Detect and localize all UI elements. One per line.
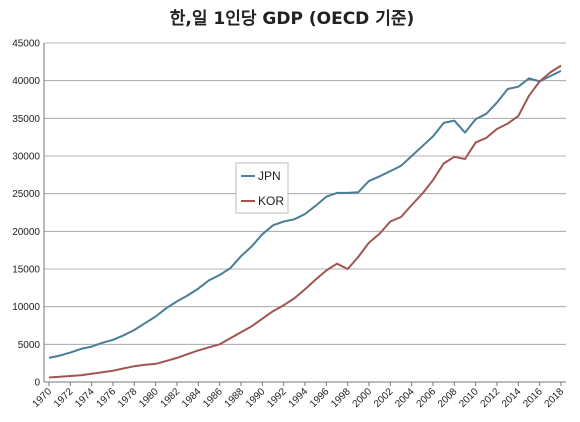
x-tick-label: 2010: [457, 386, 481, 410]
x-tick-label: 2008: [436, 386, 460, 410]
y-tick-label: 30000: [12, 152, 40, 163]
legend: JPN KOR: [235, 162, 289, 214]
x-tick-label: 1986: [201, 386, 225, 410]
y-tick-label: 15000: [12, 265, 40, 276]
y-tick-label: 0: [34, 378, 40, 389]
x-tick-label: 2000: [351, 386, 375, 410]
legend-label-kor: KOR: [258, 194, 284, 208]
x-tick-label: 2014: [500, 386, 524, 410]
y-tick-label: 40000: [12, 76, 40, 87]
y-tick-label: 20000: [12, 227, 40, 238]
y-tick-label: 45000: [12, 39, 40, 50]
x-tick-label: 2016: [521, 386, 545, 410]
x-tick-label: 1984: [180, 386, 204, 410]
y-tick-label: 10000: [12, 302, 40, 313]
chart-title: 한,일 1인당 GDP (OECD 기준): [170, 9, 415, 29]
x-tick-label: 1988: [223, 386, 247, 410]
series-line-kor: [48, 64, 562, 379]
x-tick-label: 1982: [159, 386, 183, 410]
x-tick-labels: 1970197219741976197819801982198419861988…: [31, 386, 567, 410]
x-tick-label: 1980: [137, 386, 161, 410]
legend-box: [235, 162, 289, 214]
x-tick-label: 2006: [415, 386, 439, 410]
y-tick-label: 5000: [18, 340, 41, 351]
grid-lines: [44, 42, 566, 383]
x-tick-label: 1974: [73, 386, 97, 410]
x-tick-label: 1998: [329, 386, 353, 410]
axes: [43, 43, 566, 386]
x-tick-label: 1970: [31, 386, 55, 410]
x-tick-label: 2018: [543, 386, 567, 410]
x-tick-label: 2004: [393, 386, 417, 410]
series-line-jpn: [48, 70, 562, 359]
x-tick-label: 1992: [265, 386, 289, 410]
y-tick-label: 35000: [12, 114, 40, 125]
y-tick-labels: 0 5000 10000 15000 20000 25000 30000 35000 40000…: [12, 39, 40, 389]
x-tick-label: 2002: [372, 386, 396, 410]
series-lines: [48, 64, 562, 379]
x-tick-label: 2012: [479, 386, 503, 410]
x-tick-label: 1978: [116, 386, 140, 410]
legend-label-jpn: JPN: [258, 169, 281, 183]
x-tick-label: 1976: [95, 386, 119, 410]
x-tick-label: 1972: [52, 386, 76, 410]
x-tick-label: 1994: [287, 386, 311, 410]
x-tick-label: 1996: [308, 386, 332, 410]
y-tick-label: 25000: [12, 189, 40, 200]
x-tick-label: 1990: [244, 386, 268, 410]
